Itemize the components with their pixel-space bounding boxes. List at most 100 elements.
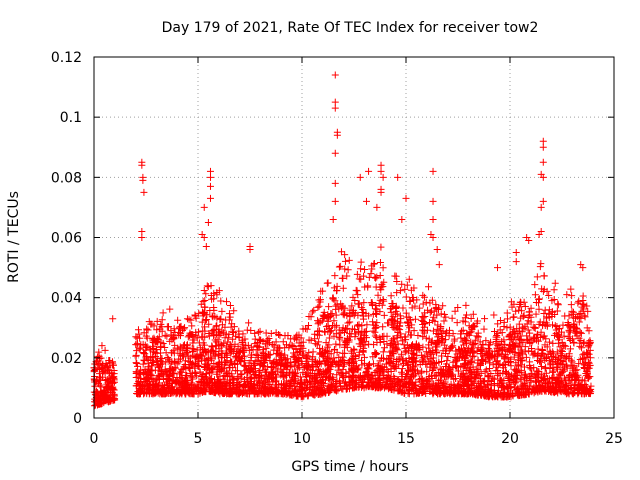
data-point [199, 371, 207, 379]
data-point [214, 352, 222, 360]
data-point [418, 351, 426, 359]
data-point [344, 319, 352, 327]
data-point [223, 354, 231, 362]
data-point [189, 359, 197, 367]
data-point [464, 360, 472, 368]
data-point [425, 348, 433, 356]
data-point [192, 328, 200, 336]
data-point [504, 373, 512, 381]
data-point [138, 227, 146, 235]
data-point [423, 383, 431, 391]
data-point [339, 310, 347, 318]
data-point [526, 329, 534, 337]
data-point [408, 321, 416, 329]
data-point [222, 343, 230, 351]
data-point [577, 314, 585, 322]
data-point [399, 382, 407, 390]
data-point [550, 286, 558, 294]
data-point [454, 367, 462, 375]
data-point [428, 338, 436, 346]
data-point [323, 343, 331, 351]
data-point [566, 379, 574, 387]
data-point [496, 369, 504, 377]
data-point [513, 377, 521, 385]
data-point [365, 370, 373, 378]
data-point [573, 325, 581, 333]
data-point [467, 367, 475, 375]
data-point [489, 374, 497, 382]
data-point [289, 379, 297, 387]
data-point [361, 283, 369, 291]
data-point [421, 313, 429, 321]
data-point [586, 354, 594, 362]
data-point [304, 392, 312, 400]
data-point [310, 372, 318, 380]
data-point [403, 281, 411, 289]
data-point [550, 374, 558, 382]
data-point [375, 365, 383, 373]
data-point [454, 304, 462, 312]
data-point [525, 347, 533, 355]
data-point [331, 179, 339, 187]
data-point [548, 297, 556, 305]
data-point [241, 357, 249, 365]
data-point [350, 365, 358, 373]
data-point [144, 359, 152, 367]
data-point [379, 348, 387, 356]
data-point [172, 388, 180, 396]
data-point [309, 363, 317, 371]
data-point [284, 332, 292, 340]
data-point [507, 298, 515, 306]
data-point [369, 327, 377, 335]
data-point [474, 329, 482, 337]
data-point [321, 376, 329, 384]
data-point [345, 338, 353, 346]
data-point [433, 311, 441, 319]
data-point [342, 341, 350, 349]
data-point [566, 345, 574, 353]
data-point [198, 384, 206, 392]
data-point [348, 302, 356, 310]
data-point [408, 304, 416, 312]
data-point [331, 71, 339, 79]
data-point [399, 304, 407, 312]
data-point [98, 342, 106, 350]
data-point [140, 329, 148, 337]
data-point [187, 316, 195, 324]
data-point [162, 389, 170, 397]
data-point [286, 369, 294, 377]
data-point [579, 339, 587, 347]
data-point [167, 383, 175, 391]
data-point [451, 307, 459, 315]
data-point [341, 378, 349, 386]
data-point [363, 372, 371, 380]
data-point [291, 372, 299, 380]
data-point [482, 337, 490, 345]
data-point [313, 372, 321, 380]
data-point [179, 326, 187, 334]
data-point [198, 353, 206, 361]
data-point [405, 275, 413, 283]
data-point [580, 301, 588, 309]
data-point [470, 368, 478, 376]
data-point [533, 273, 541, 281]
data-point [251, 374, 259, 382]
data-point [227, 323, 235, 331]
data-point [404, 318, 412, 326]
data-point [321, 348, 329, 356]
data-point [485, 353, 493, 361]
data-point [161, 343, 169, 351]
data-point [151, 336, 159, 344]
data-point [516, 351, 524, 359]
data-point [156, 325, 164, 333]
data-point [376, 259, 384, 267]
data-point [345, 256, 353, 264]
data-point [243, 326, 251, 334]
data-point [142, 353, 150, 361]
data-point [229, 379, 237, 387]
data-point [464, 380, 472, 388]
data-point [240, 383, 248, 391]
data-point [296, 380, 304, 388]
data-point [139, 360, 147, 368]
data-point [230, 307, 238, 315]
